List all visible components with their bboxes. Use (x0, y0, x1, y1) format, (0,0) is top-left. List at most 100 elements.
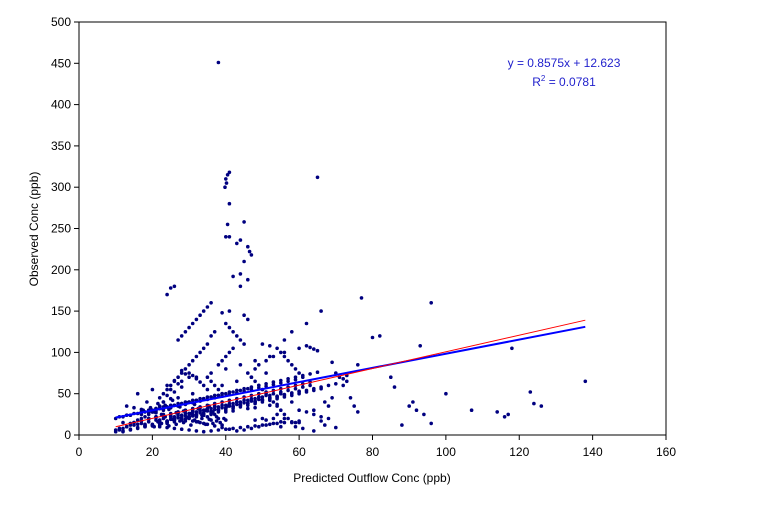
data-point (246, 406, 250, 411)
data-point (150, 387, 155, 392)
data-point (179, 334, 184, 338)
data-point (429, 301, 434, 305)
data-point (198, 313, 202, 318)
data-point (209, 301, 213, 305)
data-point (168, 286, 173, 290)
data-point (231, 390, 235, 394)
data-point (216, 428, 221, 432)
data-point (583, 379, 588, 384)
data-point (192, 402, 197, 407)
data-point (224, 181, 229, 185)
data-point (165, 387, 169, 392)
data-point (145, 400, 149, 404)
data-point (224, 235, 228, 239)
data-point (209, 334, 213, 338)
data-point (124, 424, 129, 429)
data-point (359, 296, 364, 300)
data-point (167, 424, 171, 428)
data-point (308, 345, 312, 350)
data-point (429, 421, 434, 426)
data-point (246, 424, 250, 429)
data-point (293, 424, 298, 429)
data-point (315, 175, 320, 180)
data-point (187, 325, 191, 330)
data-point (246, 317, 250, 322)
data-point (198, 396, 202, 401)
data-point (211, 421, 215, 426)
data-point (323, 400, 327, 404)
y-tick-label: 150 (51, 304, 71, 318)
data-point (224, 367, 228, 371)
data-point (238, 272, 243, 276)
data-point (271, 400, 276, 404)
data-point (286, 388, 290, 393)
data-point (165, 292, 169, 297)
data-point (187, 428, 191, 432)
r-squared-label: R2 = 0.0781 (532, 74, 596, 89)
data-point (290, 330, 294, 334)
data-point (260, 398, 265, 403)
data-point (271, 382, 276, 387)
x-axis-title: Predicted Outflow Conc (ppb) (293, 471, 450, 485)
data-point (308, 372, 312, 376)
data-point (157, 424, 162, 429)
data-point (212, 404, 217, 408)
data-point (297, 408, 301, 413)
data-point (257, 383, 261, 388)
data-point (227, 325, 232, 330)
data-point (264, 393, 268, 398)
data-point (268, 354, 272, 359)
data-point (271, 416, 276, 421)
reference-line (115, 319, 586, 428)
data-point (209, 371, 213, 375)
data-point (315, 348, 320, 353)
data-point (422, 412, 426, 417)
data-point (216, 405, 221, 409)
data-point (225, 222, 230, 227)
data-point (200, 413, 204, 418)
data-point (227, 390, 232, 394)
data-point (220, 405, 224, 410)
data-point (183, 330, 188, 334)
data-point (216, 363, 221, 367)
data-point (341, 377, 346, 381)
data-point (312, 408, 316, 413)
y-tick-label: 450 (51, 56, 71, 70)
data-point (282, 416, 287, 421)
data-point (203, 408, 208, 413)
data-point (172, 426, 177, 431)
data-point (271, 421, 276, 426)
data-point (407, 404, 412, 408)
data-point (264, 382, 268, 386)
data-point (156, 401, 160, 406)
data-point (264, 384, 268, 389)
data-point (275, 421, 279, 426)
data-point (209, 406, 213, 411)
data-point (178, 419, 182, 423)
data-point (238, 284, 243, 289)
data-point (176, 396, 180, 400)
data-point (238, 403, 243, 408)
data-point (257, 424, 261, 429)
data-point (264, 423, 268, 427)
data-point (190, 358, 195, 363)
data-point (161, 400, 166, 404)
data-point (179, 415, 184, 420)
data-point (157, 396, 162, 400)
data-point (209, 379, 213, 384)
data-point (297, 371, 301, 375)
data-point (246, 371, 250, 375)
data-point (293, 420, 298, 425)
y-tick-label: 350 (51, 139, 71, 153)
data-point (301, 426, 305, 431)
data-point (282, 420, 287, 425)
axes: 0 20 40 60 80 100 120 140 160 0 50 100 150 200 250 300 3… (51, 15, 676, 459)
data-point (249, 399, 254, 403)
data-point (135, 426, 140, 431)
data-point (183, 411, 188, 416)
data-point (275, 346, 279, 351)
data-point (194, 410, 199, 414)
data-point (214, 415, 219, 419)
data-point (264, 358, 268, 363)
data-point (282, 338, 287, 342)
